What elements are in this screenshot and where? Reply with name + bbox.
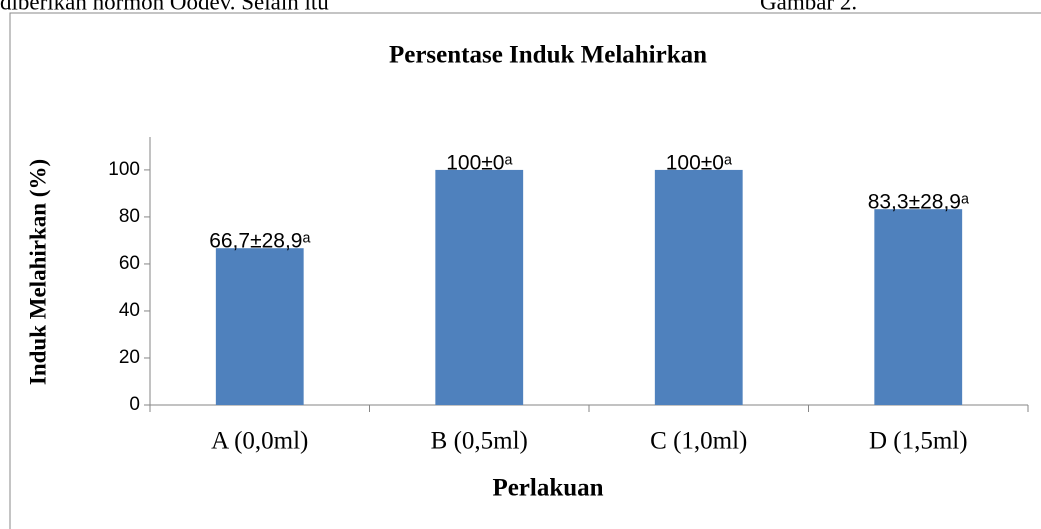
value-label: 100±0ᵃ xyxy=(666,151,732,174)
x-tick-label: B (0,5ml) xyxy=(431,428,528,455)
bar xyxy=(874,209,963,405)
page-text: diberikan hormon Oodev. Selain itu xyxy=(0,0,329,14)
value-label: 83,3±28,9ᵃ xyxy=(868,191,969,214)
page-text: Gambar 2. xyxy=(760,0,857,14)
y-axis-label: Induk Melahirkan (%) xyxy=(25,159,50,385)
x-tick-label: A (0,0ml) xyxy=(211,428,308,455)
chart-frame xyxy=(9,12,1041,529)
x-axis-label: Perlakuan xyxy=(492,475,603,502)
chart-title: Persentase Induk Melahirkan xyxy=(389,42,707,69)
y-tick-label: 80 xyxy=(119,206,140,227)
bar xyxy=(435,169,524,405)
y-tick-label: 40 xyxy=(119,300,140,321)
y-tick-label: 0 xyxy=(129,394,140,415)
bar xyxy=(215,248,304,405)
x-tick-label: D (1,5ml) xyxy=(869,428,968,455)
y-tick-label: 20 xyxy=(119,347,140,368)
value-label: 100±0ᵃ xyxy=(446,151,512,174)
bar xyxy=(654,169,743,405)
y-tick-label: 100 xyxy=(108,159,140,180)
x-tick-label: C (1,0ml) xyxy=(650,428,747,455)
value-label: 66,7±28,9ᵃ xyxy=(209,230,310,253)
y-tick-label: 60 xyxy=(119,253,140,274)
